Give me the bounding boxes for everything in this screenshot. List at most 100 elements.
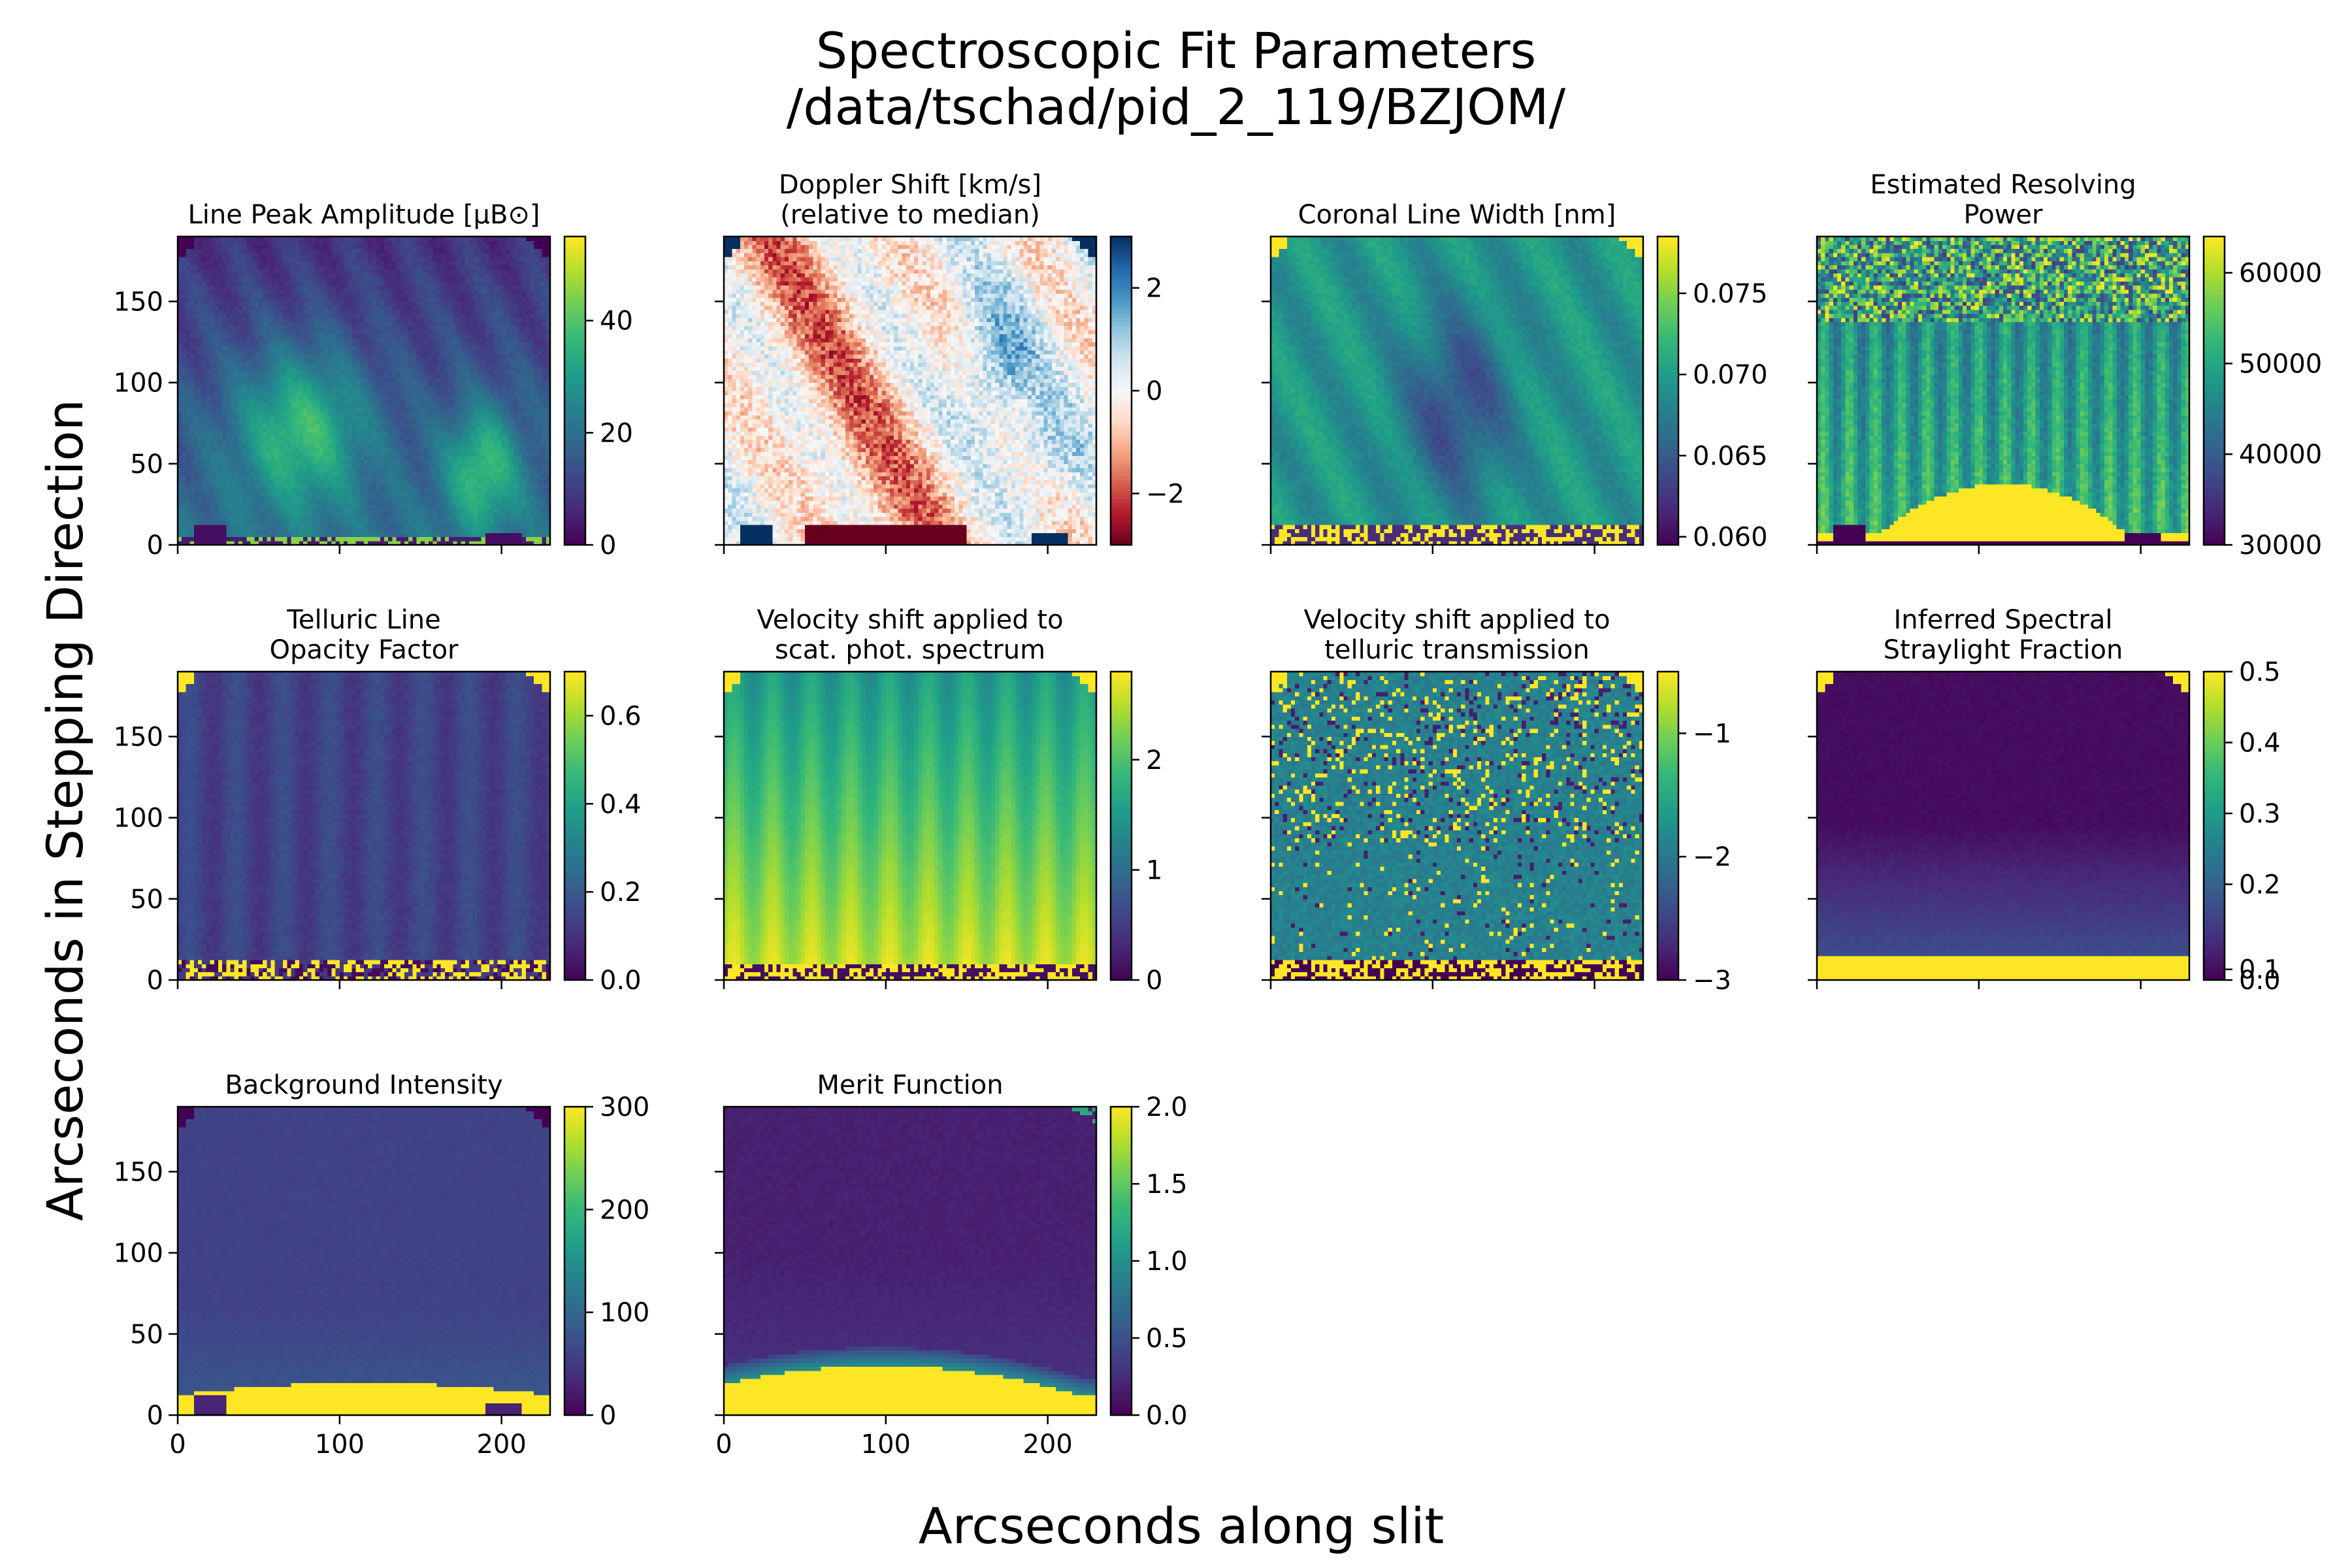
heatmap-cell	[437, 500, 442, 505]
heatmap-cell	[461, 496, 466, 500]
heatmap-cell	[275, 508, 280, 513]
heatmap-cell	[397, 500, 401, 505]
heatmap-cell	[242, 480, 247, 485]
heatmap-cell	[493, 492, 498, 497]
heatmap-cell	[214, 529, 219, 533]
heatmap-cell	[351, 517, 356, 521]
heatmap-cell	[316, 488, 320, 493]
heatmap-cell	[198, 512, 203, 517]
heatmap-cell	[299, 492, 304, 497]
heatmap-cell	[283, 512, 287, 517]
heatmap-cell	[542, 529, 547, 533]
heatmap-cell	[392, 508, 397, 513]
heatmap-cell	[497, 512, 502, 517]
heatmap-cell	[344, 484, 348, 489]
heatmap-cell	[351, 484, 356, 489]
heatmap-cell	[238, 496, 243, 500]
heatmap-cell	[331, 512, 336, 517]
heatmap-cell	[194, 504, 199, 509]
heatmap-cell	[417, 488, 421, 493]
heatmap-cell	[493, 525, 498, 529]
heatmap-cell	[449, 537, 453, 542]
heatmap-cell	[376, 508, 381, 513]
heatmap-cell	[242, 484, 247, 489]
heatmap-cell	[506, 508, 510, 513]
heatmap-cell	[316, 525, 320, 529]
heatmap-cell	[502, 517, 506, 521]
heatmap-cell	[218, 504, 223, 509]
heatmap-cell	[408, 525, 413, 529]
heatmap-cell	[263, 517, 267, 521]
heatmap-cell	[182, 492, 186, 497]
heatmap-cell	[198, 492, 203, 497]
heatmap-cell	[433, 525, 437, 529]
heatmap-cell	[267, 496, 271, 500]
heatmap-cell	[238, 521, 243, 525]
heatmap-cell	[400, 504, 405, 509]
heatmap-cell	[449, 508, 453, 513]
heatmap-cell	[517, 517, 522, 521]
heatmap-cell	[457, 512, 462, 517]
heatmap-cell	[502, 537, 506, 542]
heatmap-cell	[336, 484, 340, 489]
heatmap-cell	[348, 517, 352, 521]
heatmap-cell	[299, 529, 304, 533]
heatmap-cell	[412, 529, 417, 533]
heatmap-cell	[194, 508, 199, 513]
heatmap-cell	[186, 496, 190, 500]
heatmap-cell	[336, 529, 340, 533]
heatmap-cell	[433, 492, 437, 497]
heatmap-cell	[449, 525, 453, 529]
heatmap-cell	[356, 517, 361, 521]
heatmap-cell	[222, 508, 227, 513]
heatmap-cell	[190, 508, 195, 513]
heatmap-cell	[441, 512, 446, 517]
heatmap-cell	[514, 488, 518, 493]
heatmap-cell	[372, 532, 376, 537]
heatmap-cell	[323, 504, 328, 509]
heatmap-cell	[235, 496, 239, 500]
heatmap-cell	[344, 492, 348, 497]
heatmap-cell	[190, 525, 195, 529]
heatmap-cell	[198, 500, 203, 505]
heatmap-cell	[275, 521, 280, 525]
heatmap-cell	[360, 537, 365, 542]
heatmap-cell	[514, 512, 518, 517]
heatmap-cell	[246, 508, 251, 513]
heatmap-cell	[283, 496, 287, 500]
heatmap-cell	[316, 492, 320, 497]
heatmap-cell	[530, 500, 534, 505]
heatmap-cell	[482, 512, 486, 517]
heatmap-cell	[380, 532, 385, 537]
heatmap-cell	[295, 508, 300, 513]
heatmap-cell	[449, 484, 453, 489]
heatmap-cell	[510, 517, 514, 521]
heatmap-cell	[251, 512, 255, 517]
heatmap-cell	[356, 508, 361, 513]
heatmap-cell	[421, 517, 425, 521]
heatmap-cell	[242, 537, 247, 542]
heatmap-cell	[526, 521, 531, 525]
heatmap-cell	[202, 484, 206, 489]
heatmap-cell	[331, 484, 336, 489]
heatmap-cell	[255, 480, 259, 485]
heatmap-cell	[534, 488, 538, 493]
heatmap-cell	[425, 488, 429, 493]
heatmap-cell	[206, 508, 210, 513]
heatmap-cell	[251, 500, 255, 505]
heatmap-cell	[251, 504, 255, 509]
heatmap-cell	[287, 504, 291, 509]
heatmap-cell	[275, 512, 280, 517]
heatmap-cell	[477, 537, 482, 542]
heatmap-cell	[534, 500, 538, 505]
heatmap-cell	[376, 521, 381, 525]
heatmap-cell	[400, 488, 405, 493]
heatmap-cell	[514, 537, 518, 542]
heatmap-cell	[348, 521, 352, 525]
heatmap-cell	[210, 532, 215, 537]
heatmap-cell	[392, 521, 397, 525]
heatmap-cell	[493, 537, 498, 542]
heatmap-cell	[517, 492, 522, 497]
heatmap-cell	[493, 504, 498, 509]
heatmap-cell	[231, 504, 235, 509]
